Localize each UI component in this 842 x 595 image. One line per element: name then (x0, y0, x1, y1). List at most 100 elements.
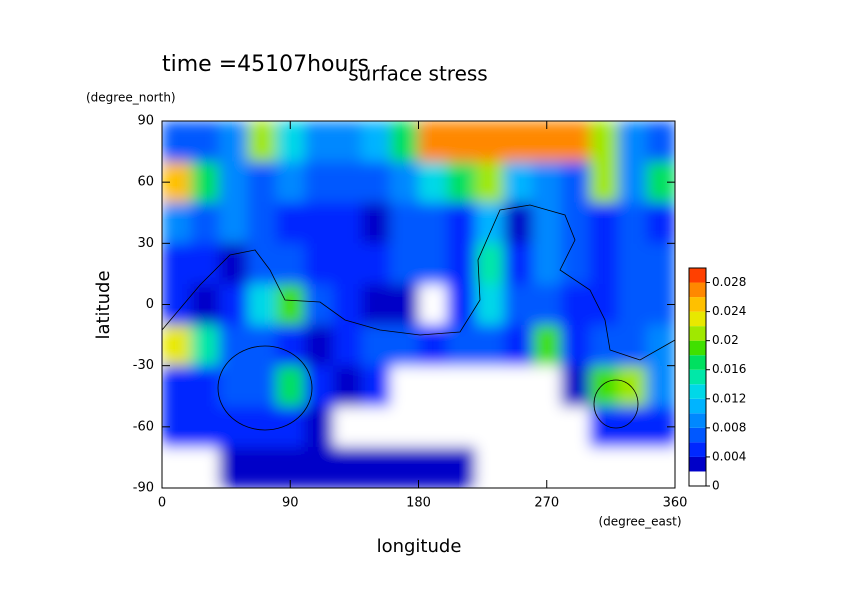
chart-title: surface stress (348, 62, 487, 86)
field-cell (190, 243, 220, 285)
colorbar-tick-label: 0.028 (712, 275, 746, 289)
field-cell (504, 243, 533, 285)
field-cell (561, 365, 590, 407)
colorbar-segment (689, 282, 706, 298)
x-unit: (degree_east) (598, 515, 681, 529)
field-cell (561, 447, 590, 488)
colorbar-tick-label: 0 (712, 479, 720, 493)
field-cell (475, 365, 505, 407)
colorbar-segment (689, 471, 706, 486)
y-unit: (degree_north) (86, 91, 176, 105)
field-cell (390, 447, 419, 488)
x-tick-label: 90 (282, 496, 299, 511)
field-cell (504, 161, 533, 204)
field-cell (219, 121, 248, 163)
field-cell (390, 243, 419, 285)
field-cell (475, 121, 505, 163)
field-cell (418, 447, 448, 488)
field-cell (447, 365, 476, 407)
colorbar-segment (689, 398, 706, 414)
field-cell (618, 161, 647, 204)
x-tick-label: 360 (663, 496, 688, 511)
field-cell (390, 161, 419, 204)
field-cell (361, 406, 391, 448)
field-cell (276, 202, 305, 244)
field-cell (190, 284, 220, 326)
x-tick-label: 180 (406, 496, 431, 511)
field-cell (561, 161, 590, 204)
field-cell (390, 406, 419, 448)
field-cell (247, 202, 277, 244)
field-cell (247, 447, 277, 488)
field-cell (504, 365, 533, 407)
colorbar-segment (689, 384, 706, 399)
field-cell (219, 161, 248, 204)
field-cell (418, 243, 448, 285)
field-cell (276, 406, 305, 448)
field-cell (219, 284, 248, 326)
colorbar-tick-label: 0.004 (712, 449, 746, 463)
field-cell (361, 121, 391, 163)
field-cell (447, 161, 476, 204)
field-cell (219, 447, 248, 488)
field-cell (247, 243, 277, 285)
field-cell (333, 324, 362, 367)
field-cell (589, 161, 619, 204)
field-cell (418, 365, 448, 407)
field-cell (589, 202, 619, 244)
field-cell (447, 284, 476, 326)
field-cell (447, 202, 476, 244)
field-cell (333, 161, 362, 204)
field-cell (361, 202, 391, 244)
field-cell (447, 243, 476, 285)
field-cell (504, 202, 533, 244)
colorbar-segment (689, 311, 706, 327)
field-cell (475, 243, 505, 285)
field-cell (561, 243, 590, 285)
field-cell (162, 447, 191, 488)
time-annotation: time =45107hours (162, 52, 369, 77)
field-cell (190, 406, 220, 448)
field-cell (304, 202, 334, 244)
field-cell (504, 447, 533, 488)
y-tick-label: 60 (137, 175, 154, 190)
field-cell (447, 121, 476, 163)
field-cell (304, 161, 334, 204)
y-axis-label: latitude (93, 270, 114, 339)
field-cell (247, 161, 277, 204)
y-tick-label: -60 (133, 419, 154, 434)
field-cell (390, 324, 419, 367)
field-cell (219, 243, 248, 285)
y-tick-label: 0 (146, 297, 154, 312)
colorbar-tick-label: 0.008 (712, 420, 746, 434)
y-tick-label: -30 (133, 358, 154, 373)
field-cell (504, 284, 533, 326)
field-cell (589, 243, 619, 285)
field-cell (561, 121, 590, 163)
colorbar-segment (689, 369, 706, 385)
field-cell (219, 324, 248, 367)
field-cell (304, 121, 334, 163)
field-cell (304, 447, 334, 488)
colorbar-segment (689, 456, 706, 472)
colorbar-tick-label: 0.016 (712, 362, 746, 376)
field-cell (190, 324, 220, 367)
field-cell (447, 447, 476, 488)
colorbar-segment (689, 326, 706, 341)
field-cell (561, 202, 590, 244)
y-tick-label: 90 (137, 114, 154, 129)
field-cell (504, 121, 533, 163)
field-cell (361, 447, 391, 488)
field-cell (304, 365, 334, 407)
field-cell (618, 447, 647, 488)
colorbar-tick-label: 0.024 (712, 304, 746, 318)
field-cell (532, 365, 562, 407)
field-cell (561, 284, 590, 326)
field-cell (333, 243, 362, 285)
field-cell (219, 202, 248, 244)
field-cell (646, 202, 675, 244)
field-cell (618, 324, 647, 367)
field-cell (475, 447, 505, 488)
field-cell (276, 365, 305, 407)
